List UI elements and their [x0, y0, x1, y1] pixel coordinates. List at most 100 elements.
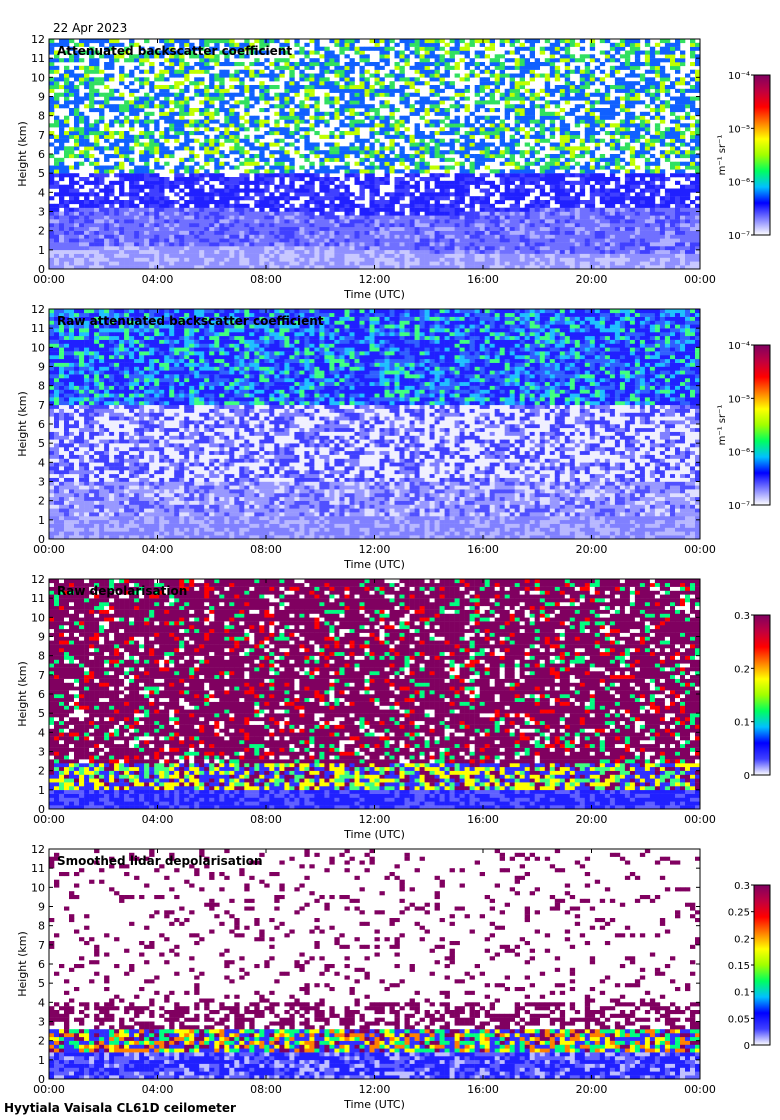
heatmap-cell — [279, 157, 285, 162]
heatmap-cell — [214, 226, 220, 231]
heatmap-cell — [589, 215, 596, 220]
heatmap-cell — [414, 100, 420, 105]
heatmap-cell — [509, 238, 515, 243]
heatmap-cell — [134, 261, 140, 266]
heatmap-cell — [219, 161, 225, 166]
heatmap-cell — [209, 230, 215, 235]
heatmap-cell — [544, 238, 551, 243]
heatmap-cell — [424, 192, 430, 197]
heatmap-cell — [489, 226, 495, 231]
heatmap-cell — [499, 173, 505, 178]
heatmap-cell — [454, 73, 460, 78]
heatmap-cell — [144, 169, 150, 174]
heatmap-cell — [529, 169, 535, 174]
heatmap-cell — [199, 203, 205, 208]
heatmap-cell — [419, 161, 425, 166]
heatmap-cell — [179, 253, 185, 258]
heatmap-cell — [269, 234, 275, 239]
heatmap-cell — [224, 134, 230, 139]
heatmap-cell — [129, 81, 135, 86]
heatmap-cell — [249, 88, 255, 93]
heatmap-cell — [204, 50, 210, 55]
heatmap-cell — [134, 265, 140, 270]
heatmap-cell — [224, 223, 230, 228]
heatmap-cell — [429, 226, 435, 231]
heatmap-cell — [334, 226, 340, 231]
heatmap-cell — [359, 77, 365, 82]
heatmap-cell — [114, 207, 120, 212]
heatmap-cell — [534, 261, 540, 266]
heatmap-cell — [299, 173, 305, 178]
heatmap-cell — [349, 127, 355, 132]
heatmap-cell — [194, 188, 200, 193]
heatmap-cell — [229, 123, 235, 128]
heatmap-cell — [179, 39, 185, 44]
heatmap-cell — [114, 226, 120, 231]
heatmap-cell — [314, 85, 320, 90]
heatmap-cell — [534, 39, 540, 44]
heatmap-cell — [519, 85, 525, 90]
heatmap-cell — [129, 177, 135, 182]
heatmap-cell — [504, 184, 510, 189]
heatmap-cell — [424, 196, 430, 201]
heatmap-cell — [344, 73, 350, 78]
heatmap-cell — [444, 265, 450, 270]
heatmap-cell — [49, 50, 55, 55]
heatmap-cell — [459, 184, 465, 189]
heatmap-cell — [119, 257, 125, 262]
heatmap-cell — [334, 196, 340, 201]
heatmap-cell — [374, 219, 380, 224]
heatmap-cell — [299, 207, 305, 212]
heatmap-cell — [119, 207, 125, 212]
heatmap-cell — [389, 219, 395, 224]
heatmap-cell — [479, 246, 485, 251]
heatmap-cell — [374, 138, 380, 143]
heatmap-cell — [554, 111, 561, 116]
heatmap-cell — [219, 200, 225, 205]
heatmap-cell — [314, 177, 320, 182]
heatmap-cell — [459, 188, 465, 193]
heatmap-cell — [409, 173, 415, 178]
heatmap-cell — [489, 127, 495, 132]
heatmap-cell — [224, 62, 230, 67]
heatmap-cell — [64, 115, 70, 120]
heatmap-cell — [479, 219, 485, 224]
heatmap-cell — [424, 62, 430, 67]
heatmap-cell — [299, 115, 305, 120]
heatmap-cell — [544, 100, 551, 105]
heatmap-cell — [564, 203, 571, 208]
heatmap-cell — [69, 226, 75, 231]
heatmap-cell — [84, 180, 90, 185]
heatmap-cell — [464, 138, 470, 143]
heatmap-cell — [489, 62, 495, 67]
heatmap-cell — [539, 62, 546, 67]
heatmap-cell — [224, 249, 230, 254]
heatmap-cell — [379, 46, 385, 51]
heatmap-cell — [49, 219, 55, 224]
heatmap-cell — [559, 211, 566, 216]
heatmap-cell — [289, 62, 295, 67]
heatmap-cell — [124, 115, 130, 120]
heatmap-cell — [534, 257, 540, 262]
heatmap-cell — [484, 265, 490, 270]
heatmap-cell — [134, 104, 140, 109]
heatmap-cell — [509, 81, 515, 86]
heatmap-cell — [219, 196, 225, 201]
heatmap-cell — [509, 161, 515, 166]
heatmap-cell — [509, 58, 515, 63]
heatmap-cell — [504, 146, 510, 151]
heatmap-cell — [199, 192, 205, 197]
heatmap-cell — [304, 249, 310, 254]
heatmap-cell — [429, 234, 435, 239]
heatmap-cell — [574, 246, 581, 251]
heatmap-cell — [129, 184, 135, 189]
heatmap-cell — [509, 39, 515, 44]
heatmap-cell — [419, 146, 425, 151]
heatmap-cell — [154, 146, 160, 151]
heatmap-cell — [49, 203, 55, 208]
heatmap-cell — [279, 73, 285, 78]
heatmap-cell — [499, 219, 505, 224]
heatmap-cell — [174, 253, 180, 258]
heatmap-cell — [189, 96, 195, 101]
heatmap-cell — [164, 223, 170, 228]
